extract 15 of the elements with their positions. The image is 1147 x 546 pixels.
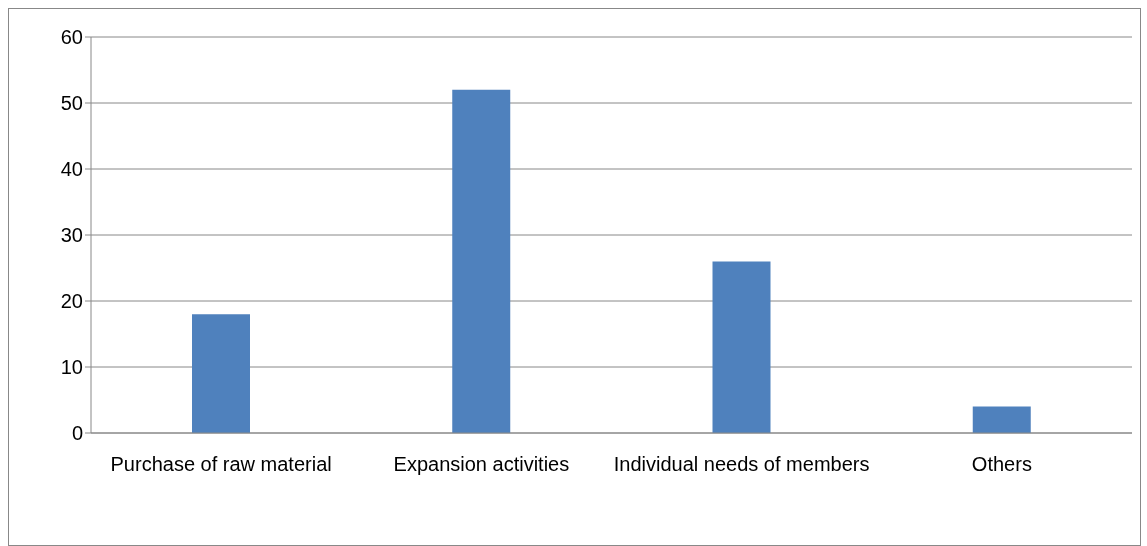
x-tick-label: Purchase of raw material xyxy=(110,453,332,476)
bar xyxy=(712,261,771,433)
y-tick-label: 0 xyxy=(71,422,83,445)
y-tick-label: 40 xyxy=(60,158,83,181)
y-tick-label: 20 xyxy=(60,290,83,313)
bar xyxy=(452,89,511,433)
x-tick-label: Individual needs of members xyxy=(613,453,870,476)
bar xyxy=(192,314,250,433)
y-tick-label: 30 xyxy=(60,224,83,247)
x-tick-label: Expansion activities xyxy=(393,453,570,476)
bar xyxy=(972,406,1031,433)
y-tick-label: 10 xyxy=(60,356,83,379)
x-tick-label: Others xyxy=(971,453,1032,476)
y-tick-label: 60 xyxy=(60,26,83,49)
y-tick-label: 50 xyxy=(60,92,83,115)
